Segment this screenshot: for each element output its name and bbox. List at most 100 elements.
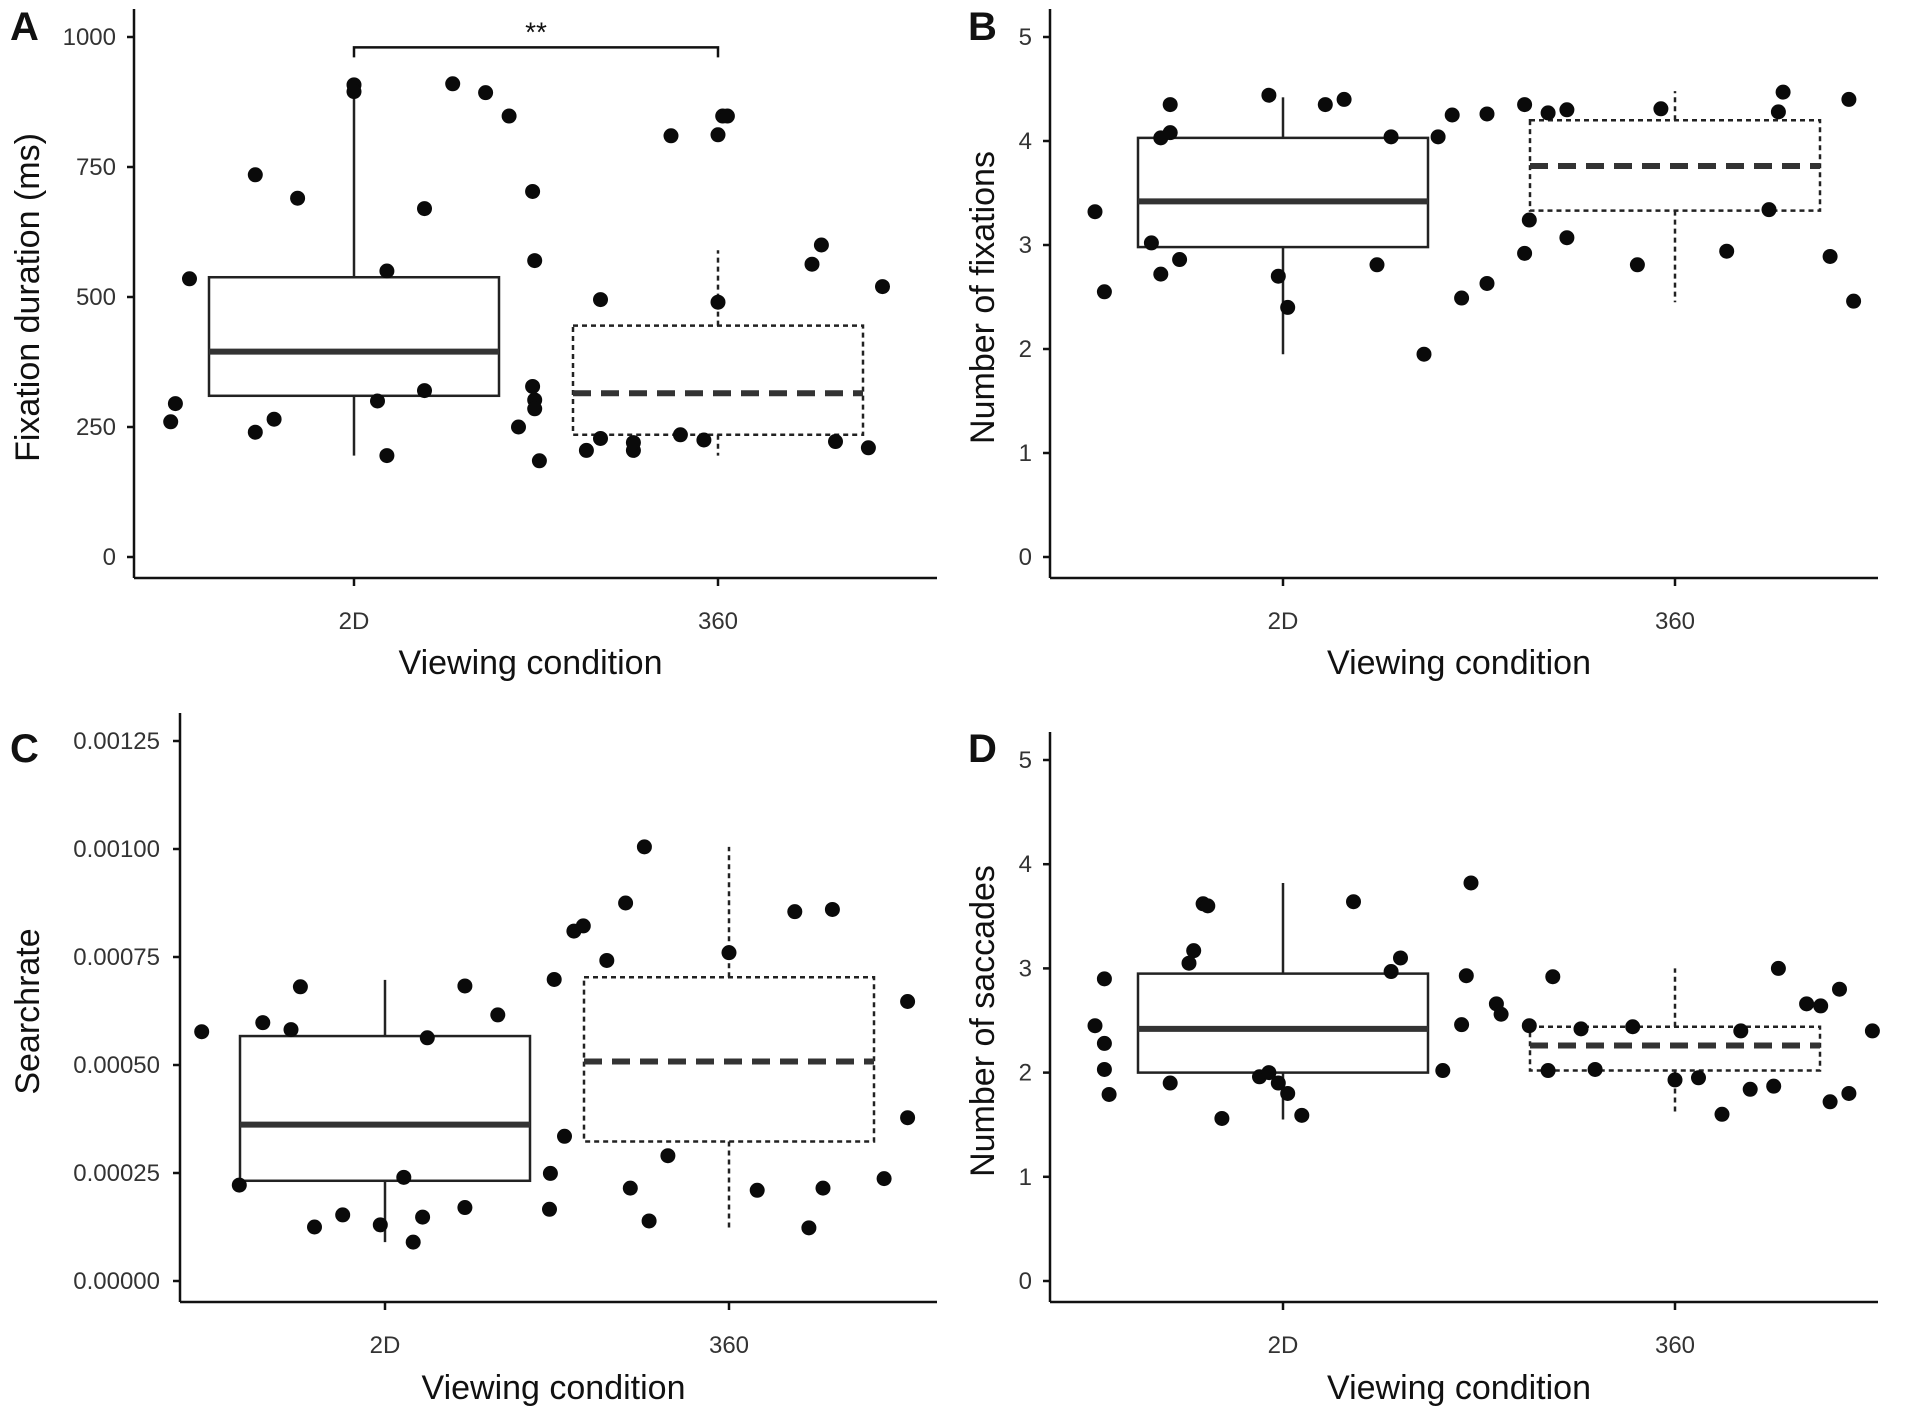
data-point	[1479, 275, 1495, 291]
y-tick-label: 3	[1019, 955, 1032, 982]
data-point	[599, 952, 615, 968]
data-point	[231, 1177, 247, 1193]
panel-c: C 0.00000 0.00025 0.00050 0.00075 0.00100 0.00…	[9, 713, 937, 1407]
y-tick-label: 0.00025	[73, 1160, 160, 1187]
data-point	[710, 127, 726, 143]
data-point	[1200, 898, 1216, 914]
data-point	[1186, 943, 1202, 959]
data-point	[593, 430, 608, 446]
data-point	[1714, 1106, 1730, 1122]
y-tick-label: 1000	[63, 24, 116, 51]
data-point	[194, 1024, 210, 1040]
y-tick-label: 4	[1019, 851, 1032, 878]
y-tick-label: 0.00000	[73, 1268, 160, 1295]
data-point	[815, 1180, 831, 1196]
data-point	[1719, 243, 1735, 259]
data-point	[824, 901, 840, 917]
data-point	[525, 378, 541, 394]
data-point	[335, 1207, 351, 1223]
data-point	[1573, 1021, 1589, 1037]
data-point	[557, 1128, 572, 1144]
data-point	[1270, 1075, 1286, 1091]
data-point	[1517, 245, 1533, 261]
data-point	[1454, 290, 1470, 306]
data-point	[1799, 996, 1815, 1012]
data-point	[1540, 1063, 1556, 1079]
data-point	[876, 1171, 892, 1187]
data-point	[1733, 1023, 1749, 1039]
data-point	[1393, 950, 1408, 966]
data-point	[1096, 284, 1112, 300]
data-point	[641, 1213, 657, 1229]
y-axis-title: Number of fixations	[964, 151, 1002, 444]
y-tick-label: 5	[1019, 747, 1032, 774]
data-point	[1087, 204, 1103, 220]
data-point	[527, 401, 543, 417]
data-point	[1162, 1075, 1178, 1091]
data-point	[542, 1165, 558, 1181]
data-point	[396, 1169, 412, 1185]
y-axis-title: Searchrate	[9, 928, 47, 1094]
x-axis-title: Viewing condition	[1327, 1369, 1591, 1407]
x-tick-label: 360	[698, 608, 738, 635]
panel-label: B	[968, 5, 997, 49]
data-point	[266, 411, 282, 427]
data-point	[525, 183, 541, 199]
data-point	[1770, 960, 1786, 976]
data-point	[1691, 1070, 1706, 1086]
data-point	[1841, 1085, 1857, 1101]
data-point	[1559, 102, 1575, 118]
y-tick-label: 250	[76, 414, 116, 441]
panel-label: A	[10, 5, 39, 49]
data-point	[1435, 1063, 1451, 1079]
data-point	[292, 979, 308, 995]
data-point	[542, 1201, 557, 1217]
data-point	[167, 396, 183, 412]
data-point	[900, 1110, 916, 1126]
data-point	[1383, 129, 1399, 145]
data-point	[801, 1220, 817, 1236]
box-2d	[1136, 97, 1430, 355]
data-point	[1214, 1110, 1230, 1126]
x-tick-label: 2D	[370, 1332, 401, 1359]
data-point	[1846, 293, 1862, 309]
data-point	[370, 393, 385, 409]
data-point	[501, 108, 517, 124]
box-360	[571, 250, 865, 456]
data-point	[1261, 1065, 1277, 1081]
y-tick-label: 1	[1019, 1164, 1032, 1191]
box-rect	[1528, 1025, 1822, 1072]
data-point	[622, 1180, 638, 1196]
y-tick-label: 2	[1019, 336, 1032, 363]
data-point	[1172, 252, 1188, 268]
y-tick-label: 5	[1019, 24, 1032, 51]
data-point	[417, 383, 432, 399]
box-rect	[207, 275, 501, 398]
data-point	[1629, 257, 1645, 273]
data-point	[1587, 1061, 1603, 1077]
data-point	[1096, 971, 1112, 987]
panel-label: C	[10, 727, 39, 771]
data-point	[1775, 84, 1791, 100]
box-rect	[571, 324, 865, 437]
x-tick-label: 360	[1655, 1332, 1695, 1359]
data-point	[1545, 969, 1561, 985]
data-point	[1822, 1094, 1838, 1110]
data-point	[1261, 87, 1277, 103]
panel-d: D 0 1 2 3 4 5 2D 360 Viewing condition Number of s…	[964, 727, 1880, 1407]
data-point	[527, 253, 543, 269]
data-point	[1479, 106, 1495, 122]
panel-b: B 0 1 2 3 4 5 2D 360 Viewing condition Number of f…	[964, 5, 1878, 682]
box-2d	[238, 979, 532, 1243]
box-360	[1528, 968, 1822, 1115]
data-point	[875, 279, 890, 295]
data-point	[1101, 1086, 1117, 1102]
data-point	[531, 453, 547, 469]
y-axis-title: Number of saccades	[964, 865, 1002, 1177]
data-point	[660, 1148, 676, 1164]
x-axis-title: Viewing condition	[422, 1369, 686, 1407]
data-point	[1270, 268, 1286, 284]
box-rect	[1136, 972, 1430, 1074]
data-point	[445, 76, 461, 92]
data-point	[1653, 101, 1669, 117]
